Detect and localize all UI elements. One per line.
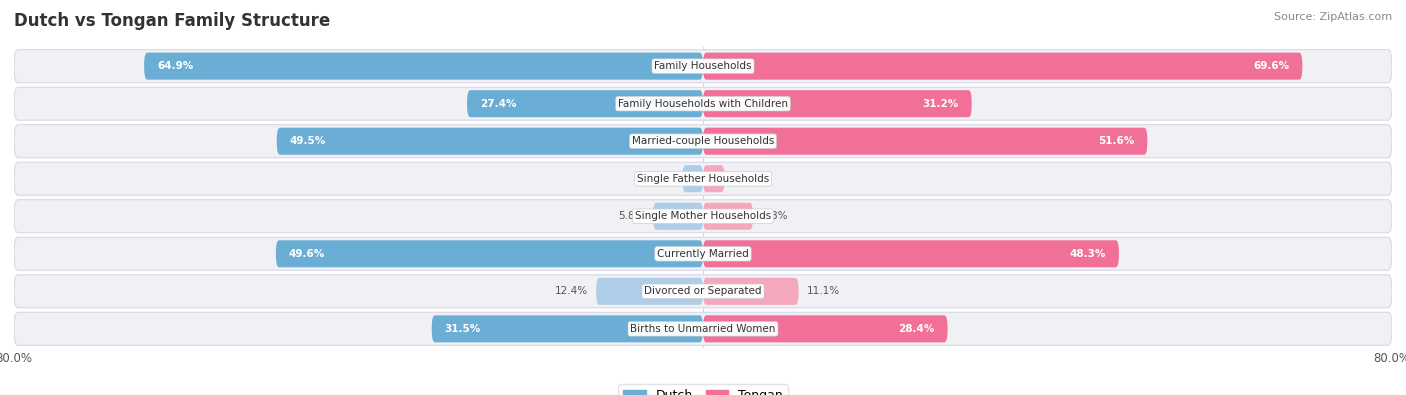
Text: Births to Unmarried Women: Births to Unmarried Women bbox=[630, 324, 776, 334]
Text: 27.4%: 27.4% bbox=[479, 99, 516, 109]
FancyBboxPatch shape bbox=[467, 90, 703, 117]
Text: 2.4%: 2.4% bbox=[647, 174, 673, 184]
FancyBboxPatch shape bbox=[703, 128, 1147, 155]
FancyBboxPatch shape bbox=[596, 278, 703, 305]
Text: 51.6%: 51.6% bbox=[1098, 136, 1135, 146]
FancyBboxPatch shape bbox=[703, 315, 948, 342]
Text: Married-couple Households: Married-couple Households bbox=[631, 136, 775, 146]
Legend: Dutch, Tongan: Dutch, Tongan bbox=[619, 384, 787, 395]
FancyBboxPatch shape bbox=[14, 275, 1392, 308]
Text: 5.8%: 5.8% bbox=[762, 211, 787, 221]
FancyBboxPatch shape bbox=[432, 315, 703, 342]
FancyBboxPatch shape bbox=[703, 90, 972, 117]
Text: 31.2%: 31.2% bbox=[922, 99, 959, 109]
Text: 48.3%: 48.3% bbox=[1070, 249, 1107, 259]
Text: Dutch vs Tongan Family Structure: Dutch vs Tongan Family Structure bbox=[14, 12, 330, 30]
FancyBboxPatch shape bbox=[277, 128, 703, 155]
FancyBboxPatch shape bbox=[703, 53, 1302, 80]
Text: Source: ZipAtlas.com: Source: ZipAtlas.com bbox=[1274, 12, 1392, 22]
Text: Single Mother Households: Single Mother Households bbox=[636, 211, 770, 221]
FancyBboxPatch shape bbox=[14, 312, 1392, 345]
FancyBboxPatch shape bbox=[14, 87, 1392, 120]
Text: 69.6%: 69.6% bbox=[1253, 61, 1289, 71]
Text: Divorced or Separated: Divorced or Separated bbox=[644, 286, 762, 296]
Text: Family Households: Family Households bbox=[654, 61, 752, 71]
Text: 5.8%: 5.8% bbox=[619, 211, 644, 221]
FancyBboxPatch shape bbox=[703, 203, 754, 230]
Text: 12.4%: 12.4% bbox=[554, 286, 588, 296]
Text: 64.9%: 64.9% bbox=[157, 61, 193, 71]
FancyBboxPatch shape bbox=[703, 240, 1119, 267]
FancyBboxPatch shape bbox=[276, 240, 703, 267]
Text: 49.5%: 49.5% bbox=[290, 136, 326, 146]
FancyBboxPatch shape bbox=[14, 50, 1392, 83]
Text: 11.1%: 11.1% bbox=[807, 286, 841, 296]
FancyBboxPatch shape bbox=[14, 237, 1392, 270]
FancyBboxPatch shape bbox=[143, 53, 703, 80]
Text: Single Father Households: Single Father Households bbox=[637, 174, 769, 184]
FancyBboxPatch shape bbox=[14, 162, 1392, 195]
FancyBboxPatch shape bbox=[652, 203, 703, 230]
Text: Family Households with Children: Family Households with Children bbox=[619, 99, 787, 109]
FancyBboxPatch shape bbox=[703, 278, 799, 305]
FancyBboxPatch shape bbox=[682, 165, 703, 192]
Text: 28.4%: 28.4% bbox=[898, 324, 935, 334]
Text: 31.5%: 31.5% bbox=[444, 324, 481, 334]
FancyBboxPatch shape bbox=[14, 125, 1392, 158]
FancyBboxPatch shape bbox=[703, 165, 724, 192]
Text: 49.6%: 49.6% bbox=[288, 249, 325, 259]
Text: 2.5%: 2.5% bbox=[733, 174, 759, 184]
FancyBboxPatch shape bbox=[14, 200, 1392, 233]
Text: Currently Married: Currently Married bbox=[657, 249, 749, 259]
